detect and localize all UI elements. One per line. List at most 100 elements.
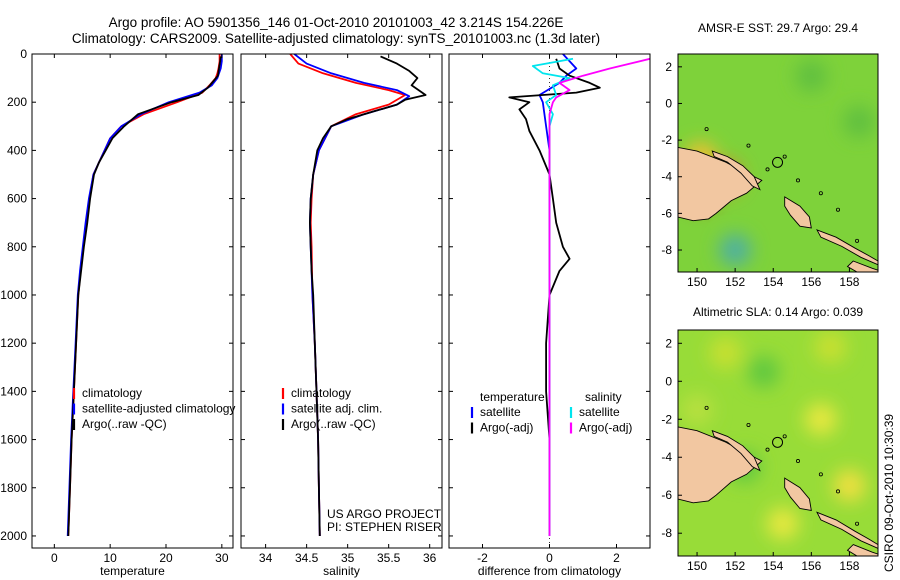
difference-xlabel: difference from climatology: [478, 564, 621, 578]
small-island: [765, 447, 770, 452]
salinity-xtick-label: 35.5: [377, 551, 401, 565]
land-island: [711, 150, 761, 191]
map-ytick-label: -4: [661, 450, 672, 464]
map-xtick-label: 156: [801, 275, 821, 289]
map-hotspot: [814, 331, 847, 364]
difference-legend-label: Argo(-adj): [579, 421, 632, 435]
salinity-xlabel: salinity: [323, 564, 360, 578]
salinity-panel: 34 34.5 35 35.5 36 salinity climatology satelli…: [240, 53, 443, 578]
small-island: [818, 472, 823, 477]
sla-map-title: Altimetric SLA: 0.14 Argo: 0.039: [693, 305, 863, 319]
map-hotspot: [747, 355, 780, 388]
sst-map-frame: [677, 53, 879, 273]
map-hotspot: [681, 393, 714, 426]
sst-map: AMSR-E SST: 29.7 Argo: 29.4 150 152 154 156 1…: [661, 21, 879, 289]
land-island: [784, 196, 812, 229]
map-hotspot: [795, 59, 828, 92]
figure-title-line2: Climatology: CARS2009. Satellite-adjuste…: [72, 31, 600, 46]
map-xtick-label: 150: [687, 559, 707, 573]
map-hotspot: [719, 234, 752, 267]
small-island: [818, 191, 823, 196]
map-ytick-label: -2: [661, 133, 672, 147]
small-island: [855, 521, 860, 526]
small-island: [746, 143, 751, 148]
sst-map-title: AMSR-E SST: 29.7 Argo: 29.4: [698, 21, 858, 35]
argo-float-location-marker: [772, 436, 784, 448]
salinity-plot-area: [241, 54, 442, 548]
salinity-xtick-label: 35: [341, 551, 355, 565]
temperature-frame: [31, 53, 234, 549]
land-island: [846, 260, 878, 272]
map-xtick-label: 150: [687, 275, 707, 289]
salinity-legend-label: satellite adj. clim.: [291, 402, 382, 416]
salinity-xtick-label: 36: [423, 551, 437, 565]
land-island: [678, 146, 763, 222]
difference-xtick-label: -2: [477, 551, 488, 565]
land-island: [816, 229, 878, 266]
map-hotspot: [804, 403, 837, 436]
salinity-legend-label: climatology: [291, 386, 351, 400]
difference-legend-label: Argo(-adj): [480, 421, 533, 435]
csiro-timestamp: CSIRO 09-Oct-2010 10:30:39: [882, 414, 896, 572]
map-ytick-label: 2: [665, 60, 672, 74]
small-island: [746, 422, 751, 427]
map-ytick-label: -4: [661, 170, 672, 184]
temperature-legend-label: Argo(..raw -QC): [82, 417, 167, 431]
small-island: [836, 489, 841, 494]
map-ytick-label: 0: [665, 374, 672, 388]
map-xtick-label: 154: [763, 275, 783, 289]
difference-legend-label: satellite: [480, 405, 521, 419]
pi-credit: PI: STEPHEN RISER: [327, 520, 442, 534]
temperature-xlabel: temperature: [100, 564, 165, 578]
small-island: [796, 459, 801, 464]
salinity-xtick-label: 34: [259, 551, 273, 565]
map-ytick-label: -2: [661, 412, 672, 426]
map-xtick-label: 158: [839, 559, 859, 573]
map-ytick-label: -6: [661, 488, 672, 502]
difference-legend-header-salinity: salinity: [585, 390, 622, 404]
temperature-legend-label: climatology: [82, 386, 142, 400]
temperature-ytick-label: 800: [7, 240, 27, 254]
map-hotspot: [833, 469, 866, 502]
small-island: [782, 434, 787, 439]
map-xtick-label: 156: [801, 559, 821, 573]
small-island: [855, 238, 860, 243]
land-island: [816, 511, 878, 549]
temperature-ytick-label: 0: [20, 47, 27, 61]
temperature-series-argo-raw-qc-: [67, 56, 222, 537]
salinity-frame: [240, 53, 443, 549]
difference-legend-header-temperature: temperature: [480, 390, 545, 404]
land-island: [711, 429, 761, 472]
salinity-xtick-label: 34.5: [295, 551, 319, 565]
map-xtick-label: 154: [763, 559, 783, 573]
figure-title-line1: Argo profile: AO 5901356_146 01-Oct-2010…: [109, 15, 564, 30]
map-ytick-label: 2: [665, 336, 672, 350]
map-ytick-label: -8: [661, 243, 672, 257]
temperature-ytick-label: 200: [7, 95, 27, 109]
difference-series-temperature-argo-adj-: [508, 58, 601, 536]
map-xtick-label: 152: [725, 275, 745, 289]
land-island: [784, 477, 812, 511]
temperature-ytick-label: 400: [7, 143, 27, 157]
difference-xtick-label: 2: [613, 551, 620, 565]
small-island: [765, 167, 770, 172]
temperature-ytick-label: 1400: [0, 384, 27, 398]
salinity-series-argo-raw-qc-: [308, 55, 427, 537]
project-credit: US ARGO PROJECT: [327, 507, 442, 521]
map-hotspot: [842, 105, 875, 138]
sla-map-frame: [677, 329, 879, 557]
small-island: [782, 154, 787, 159]
land-island: [678, 426, 763, 504]
map-ytick-label: 0: [665, 96, 672, 110]
map-hotspot: [766, 507, 799, 540]
argo-float-location-marker: [772, 156, 784, 168]
map-ytick-label: -8: [661, 526, 672, 540]
map-ytick-label: -6: [661, 206, 672, 220]
temperature-xtick-label: 20: [159, 551, 173, 565]
map-hotspot: [709, 336, 742, 369]
difference-legend-label: satellite: [579, 405, 620, 419]
land-island: [846, 544, 878, 556]
map-xtick-label: 152: [725, 559, 745, 573]
